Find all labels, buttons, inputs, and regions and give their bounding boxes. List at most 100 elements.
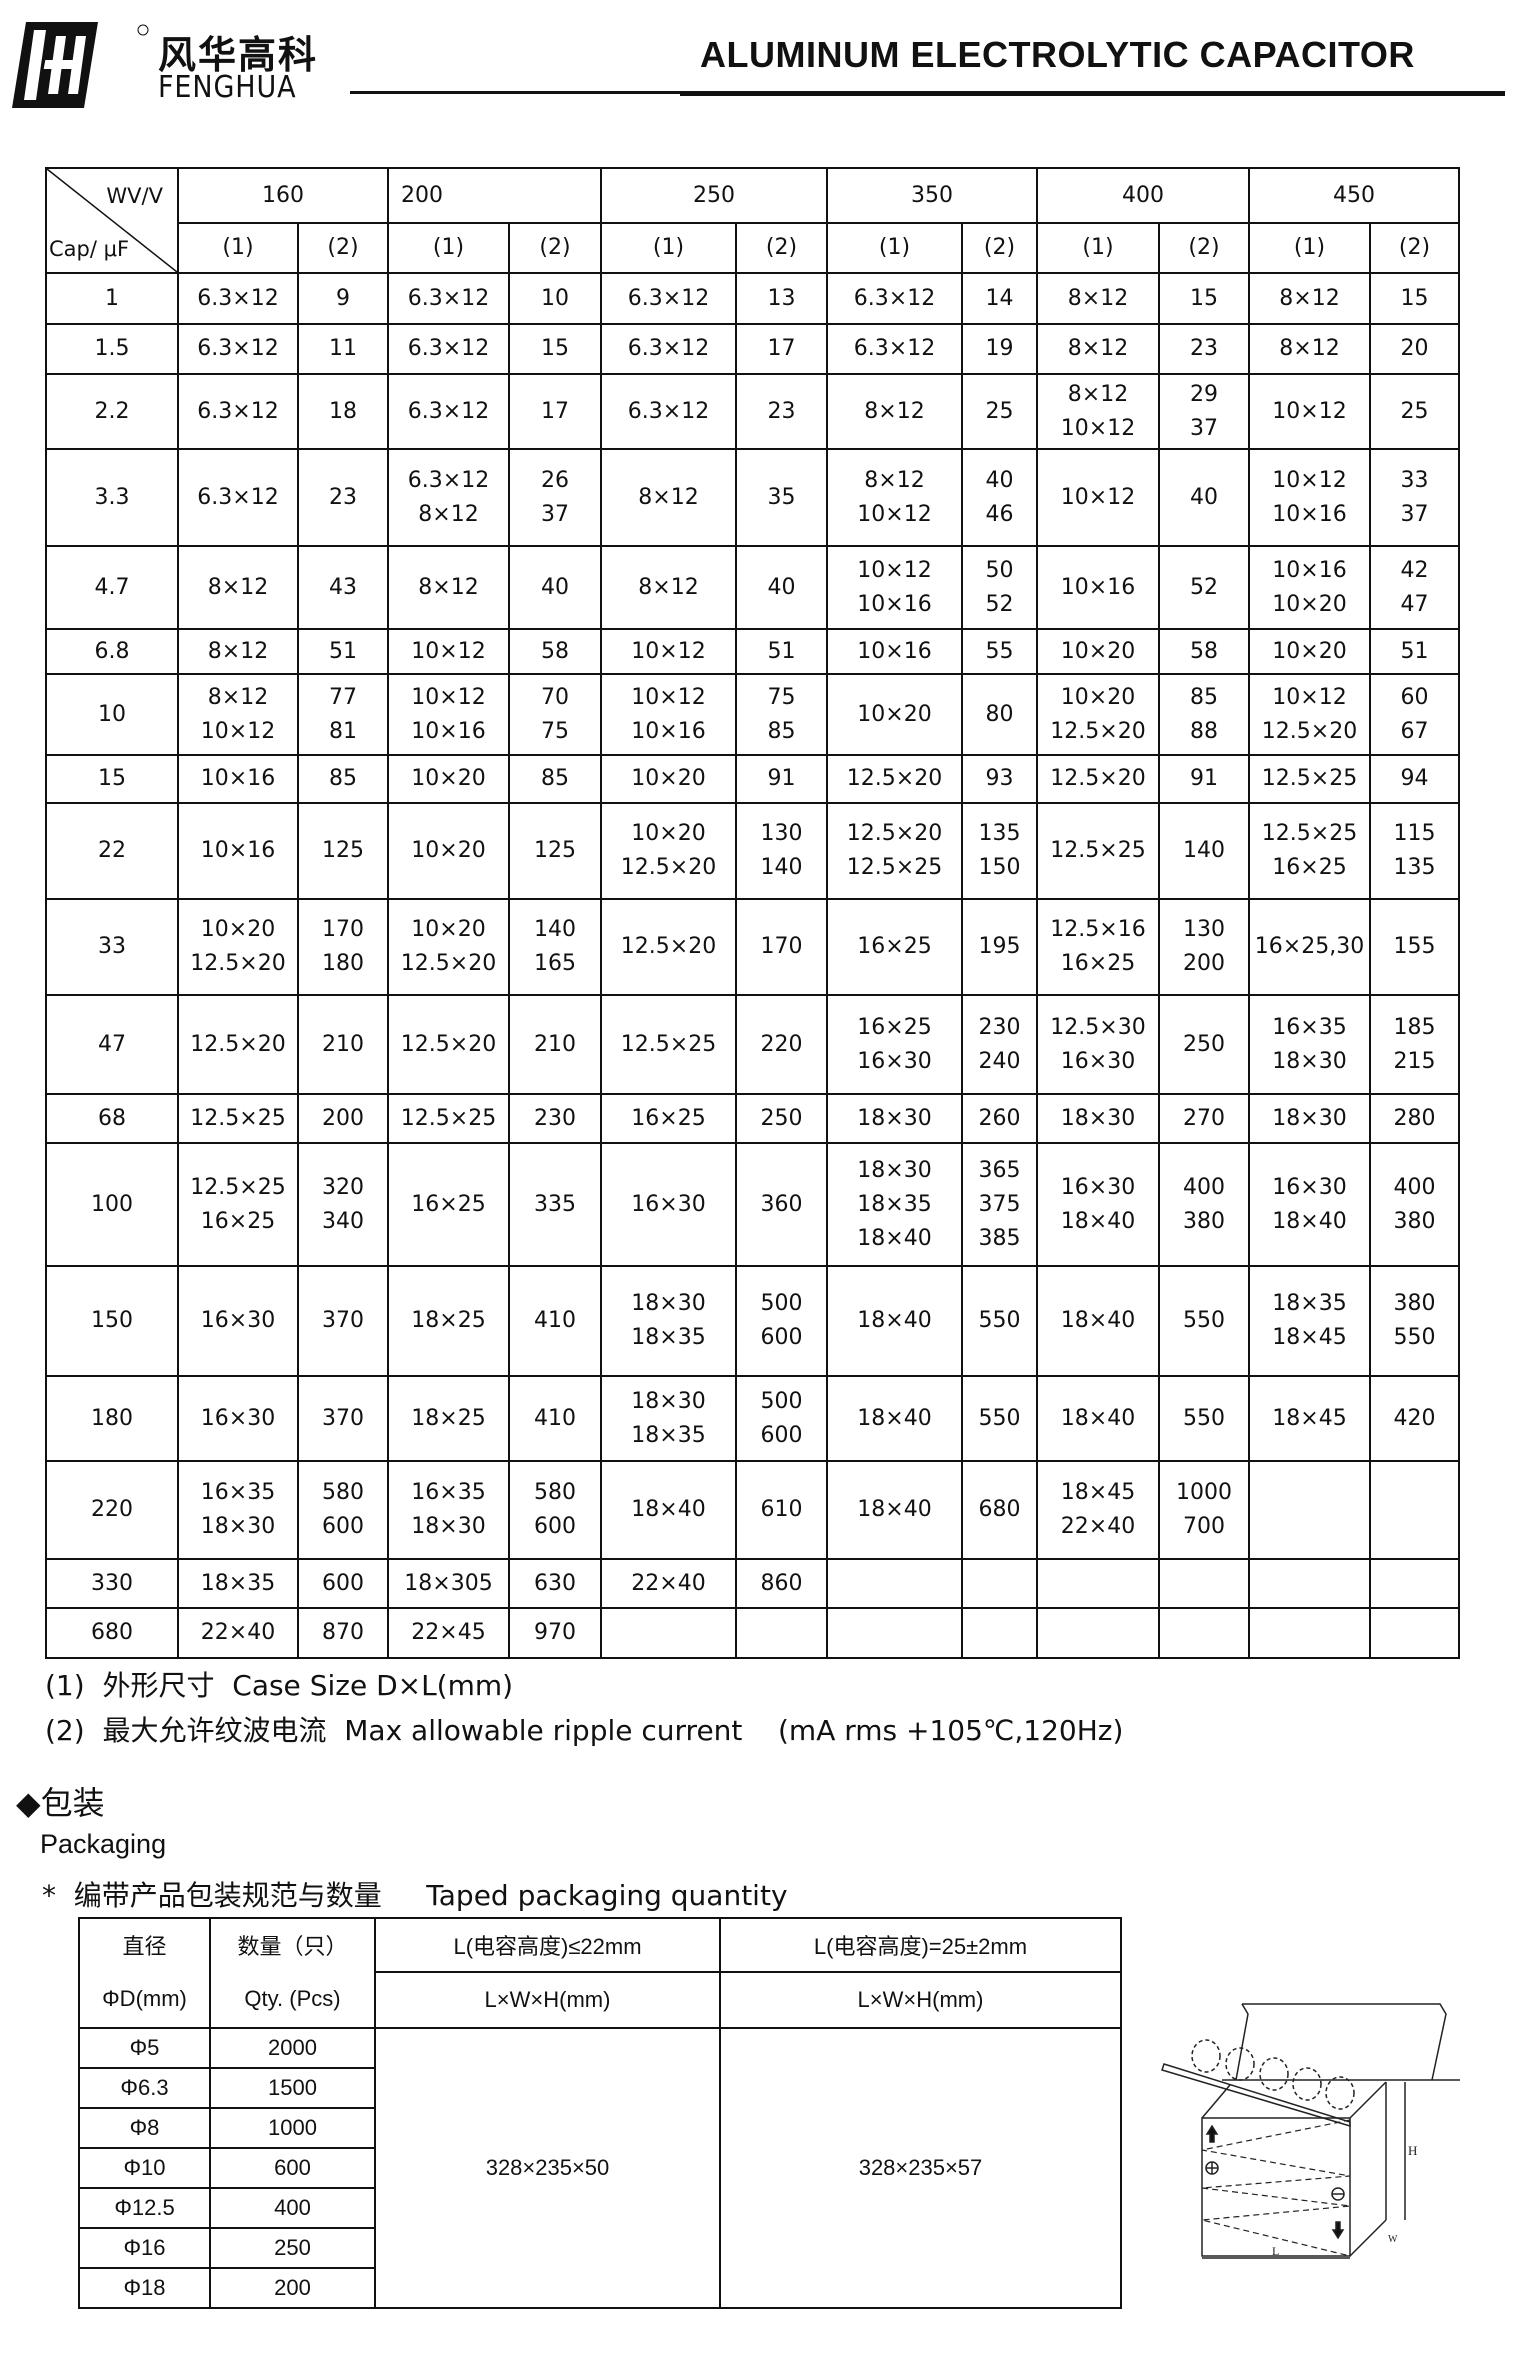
- case-size-cell: 10×16: [177, 802, 299, 900]
- ripple-current-cell: 230: [508, 1093, 602, 1144]
- case-size-cell: 18×40: [826, 1375, 963, 1462]
- ripple-current-cell: 140 165: [508, 898, 602, 996]
- ripple-current-cell: 40: [735, 545, 828, 630]
- ripple-current-cell: 250: [1158, 994, 1250, 1095]
- case-size-cell: 6.3×12: [177, 448, 299, 547]
- case-size-cell: 8×12: [1036, 323, 1160, 375]
- ripple-current-cell: 23: [735, 373, 828, 450]
- table-row: 3.3 6.3×12 23 6.3×12 8×12 26 37 8×12 35 8×12 10…: [45, 448, 1460, 547]
- ripple-current-cell: 115 135: [1369, 802, 1460, 900]
- header-quantity-en: Qty. (Pcs): [244, 1986, 341, 2011]
- ripple-current-cell: 610: [735, 1460, 828, 1560]
- case-size-cell: 10×20: [1248, 628, 1371, 675]
- table-row: 22 10×16 125 10×20 125 10×20 12.5×20 130 140 12…: [45, 802, 1460, 900]
- case-size-cell: [1036, 1607, 1160, 1659]
- ripple-current-cell: 17: [508, 373, 602, 450]
- case-size-cell: 12.5×25: [387, 1093, 510, 1144]
- table-row: 4.7 8×12 43 8×12 40 8×12 40 10×12 10×16 50 52 10×…: [45, 545, 1460, 630]
- ripple-current-cell: [1158, 1558, 1250, 1609]
- case-size-cell: 12.5×25: [1248, 754, 1371, 804]
- ripple-current-cell: 60 67: [1369, 673, 1460, 756]
- ripple-current-cell: 51: [735, 628, 828, 675]
- case-size-cell: 10×20: [1036, 628, 1160, 675]
- case-size-cell: 6.3×12 8×12: [387, 448, 510, 547]
- capacitance-cell: 33: [45, 898, 179, 996]
- quantity-cell: 400: [209, 2187, 376, 2229]
- ripple-current-cell: 130 140: [735, 802, 828, 900]
- case-size-cell: 18×40: [826, 1460, 963, 1560]
- case-size-cell: 12.5×25: [600, 994, 737, 1095]
- ripple-current-cell: 370: [297, 1375, 389, 1462]
- ripple-current-cell: 200: [297, 1093, 389, 1144]
- ripple-current-cell: 580 600: [297, 1460, 389, 1560]
- header-diameter: 直径 ΦD(mm): [78, 1917, 211, 2029]
- ripple-current-cell: 10: [508, 272, 602, 325]
- case-size-cell: 12.5×25 16×25: [177, 1142, 299, 1267]
- quantity-cell: 1500: [209, 2067, 376, 2109]
- case-size-cell: 16×30 18×40: [1248, 1142, 1371, 1267]
- voltage-header: 160: [177, 167, 389, 224]
- ripple-current-cell: 52: [1158, 545, 1250, 630]
- diameter-cell: Φ16: [78, 2227, 211, 2269]
- ripple-current-cell: 280: [1369, 1093, 1460, 1144]
- case-size-cell: 6.3×12: [387, 272, 510, 325]
- header-dims-a: L×W×H(mm): [374, 1971, 721, 2029]
- ripple-current-cell: 94: [1369, 754, 1460, 804]
- table-row: 47 12.5×20 210 12.5×20 210 12.5×25 220 16×25 16…: [45, 994, 1460, 1095]
- ripple-current-cell: 630: [508, 1558, 602, 1609]
- case-size-cell: 6.3×12: [826, 323, 963, 375]
- note-ripple-current: (2) 最大允许纹波电流 Max allowable ripple curren…: [45, 1714, 1124, 1747]
- case-size-cell: 12.5×25: [1036, 802, 1160, 900]
- ripple-current-cell: 250: [735, 1093, 828, 1144]
- capacitance-cell: 1.5: [45, 323, 179, 375]
- case-size-cell: 18×40: [1036, 1375, 1160, 1462]
- quantity-cell: 2000: [209, 2027, 376, 2069]
- ripple-current-cell: 19: [961, 323, 1038, 375]
- quantity-cell: 250: [209, 2227, 376, 2269]
- case-size-cell: 10×12 10×16: [1248, 448, 1371, 547]
- case-size-cell: 10×16: [177, 754, 299, 804]
- packaging-heading-en: Packaging: [40, 1829, 167, 1859]
- case-size-cell: 16×30: [177, 1375, 299, 1462]
- ripple-current-cell: 220: [735, 994, 828, 1095]
- case-size-cell: 12.5×16 16×25: [1036, 898, 1160, 996]
- case-size-cell: 10×12 12.5×20: [1248, 673, 1371, 756]
- case-size-cell: 18×35 18×45: [1248, 1265, 1371, 1377]
- case-size-cell: [1248, 1460, 1371, 1560]
- table-row: 150 16×30 370 18×25 410 18×30 18×35 500 600 18×…: [45, 1265, 1460, 1377]
- capacitance-cell: 15: [45, 754, 179, 804]
- page-title: ALUMINUM ELECTROLYTIC CAPACITOR: [700, 34, 1415, 75]
- ripple-current-cell: 155: [1369, 898, 1460, 996]
- case-size-cell: 18×30 18×35: [600, 1375, 737, 1462]
- ripple-current-cell: 85: [297, 754, 389, 804]
- case-size-cell: 18×40: [826, 1265, 963, 1377]
- case-size-cell: 8×12 10×12: [826, 448, 963, 547]
- ripple-current-cell: [961, 1558, 1038, 1609]
- ripple-current-cell: 230 240: [961, 994, 1038, 1095]
- case-size-cell: [600, 1607, 737, 1659]
- case-size-cell: [826, 1607, 963, 1659]
- case-size-cell: 8×12 10×12: [1036, 373, 1160, 450]
- case-size-cell: 22×45: [387, 1607, 510, 1659]
- ripple-current-cell: 335: [508, 1142, 602, 1267]
- capacitance-cell: 6.8: [45, 628, 179, 675]
- ripple-current-cell: 51: [1369, 628, 1460, 675]
- case-size-cell: 10×12: [387, 628, 510, 675]
- case-size-cell: 10×16: [826, 628, 963, 675]
- ripple-current-cell: 42 47: [1369, 545, 1460, 630]
- case-size-cell: 18×45 22×40: [1036, 1460, 1160, 1560]
- header-height-25: L(电容高度)=25±2mm: [719, 1917, 1122, 1973]
- ripple-current-cell: 23: [297, 448, 389, 547]
- header-quantity-cn: 数量（只）: [237, 1934, 348, 1959]
- ripple-current-cell: 125: [508, 802, 602, 900]
- capacitance-cell: 68: [45, 1093, 179, 1144]
- ripple-current-cell: 77 81: [297, 673, 389, 756]
- capacitance-cell: 47: [45, 994, 179, 1095]
- quantity-cell: 1000: [209, 2107, 376, 2149]
- ripple-current-cell: 93: [961, 754, 1038, 804]
- packaging-row: Φ6.3 1500: [78, 2067, 1121, 2109]
- ripple-current-cell: 15: [1158, 272, 1250, 325]
- case-size-cell: 10×20 12.5×20: [387, 898, 510, 996]
- logo-english-name: FENGHUA: [158, 70, 297, 105]
- ripple-current-cell: 860: [735, 1558, 828, 1609]
